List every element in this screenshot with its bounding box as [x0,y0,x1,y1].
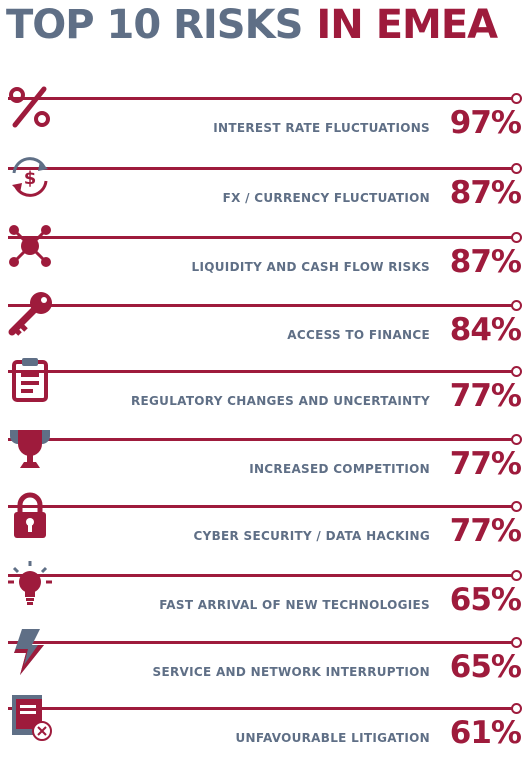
row-end-marker [511,637,522,648]
risk-row: ACCESS TO FINANCE 84% [0,290,525,360]
row-divider [8,167,512,170]
risk-row: UNFAVOURABLE LITIGATION 61% [0,693,525,763]
row-divider [8,707,512,710]
risk-row: $ FX / CURRENCY FLUCTUATION 87% [0,153,525,223]
risk-label: REGULATORY CHANGES AND UNCERTAINTY [130,394,430,408]
row-end-marker [511,232,522,243]
risk-label: LIQUIDITY AND CASH FLOW RISKS [191,260,430,274]
percent-icon [6,83,54,131]
risk-percentage: 77% [449,378,522,414]
risk-row: INTEREST RATE FLUCTUATIONS 97% [0,83,525,153]
row-end-marker [511,434,522,445]
title-part-2: IN EMEA [316,2,498,48]
trophy-icon [6,424,54,472]
risk-percentage: 65% [449,649,522,685]
row-end-marker [511,300,522,311]
row-divider [8,304,512,307]
row-divider [8,574,512,577]
risk-row: REGULATORY CHANGES AND UNCERTAINTY 77% [0,356,525,426]
risk-label: FX / CURRENCY FLUCTUATION [222,191,430,205]
risk-label: FAST ARRIVAL OF NEW TECHNOLOGIES [159,598,430,612]
clipboard-icon [6,356,54,404]
risk-percentage: 87% [449,244,522,280]
risk-label: INTEREST RATE FLUCTUATIONS [213,121,430,135]
title-part-1: TOP 10 RISKS [6,2,303,48]
row-end-marker [511,703,522,714]
row-divider [8,370,512,373]
risk-percentage: 84% [449,312,522,348]
risk-label: INCREASED COMPETITION [249,462,430,476]
network-nodes-icon [6,222,54,270]
risk-row: CYBER SECURITY / DATA HACKING 77% [0,491,525,561]
risk-percentage: 61% [449,715,522,751]
lightning-icon [6,627,54,675]
risk-row: FAST ARRIVAL OF NEW TECHNOLOGIES 65% [0,560,525,630]
padlock-icon [6,491,54,539]
currency-exchange-icon: $ [6,153,54,201]
lightbulb-icon [6,560,54,608]
row-end-marker [511,570,522,581]
row-divider [8,641,512,644]
row-end-marker [511,163,522,174]
risk-label: UNFAVOURABLE LITIGATION [235,731,430,745]
row-divider [8,97,512,100]
risk-percentage: 97% [449,105,522,141]
key-icon [6,290,54,338]
risk-percentage: 87% [449,175,522,211]
row-divider [8,505,512,508]
row-end-marker [511,366,522,377]
svg-text:$: $ [24,168,37,189]
risk-label: ACCESS TO FINANCE [287,328,430,342]
risk-percentage: 77% [449,446,522,482]
row-divider [8,236,512,239]
risk-label: CYBER SECURITY / DATA HACKING [193,529,430,543]
row-end-marker [511,93,522,104]
page-title: TOP 10 RISKS IN EMEA [6,2,498,48]
book-icon [6,693,54,741]
risk-row: INCREASED COMPETITION 77% [0,424,525,494]
risk-percentage: 65% [449,582,522,618]
row-end-marker [511,501,522,512]
row-divider [8,438,512,441]
risk-label: SERVICE AND NETWORK INTERRUPTION [152,665,430,679]
risk-percentage: 77% [449,513,522,549]
risk-row: SERVICE AND NETWORK INTERRUPTION 65% [0,627,525,697]
risk-row: LIQUIDITY AND CASH FLOW RISKS 87% [0,222,525,292]
